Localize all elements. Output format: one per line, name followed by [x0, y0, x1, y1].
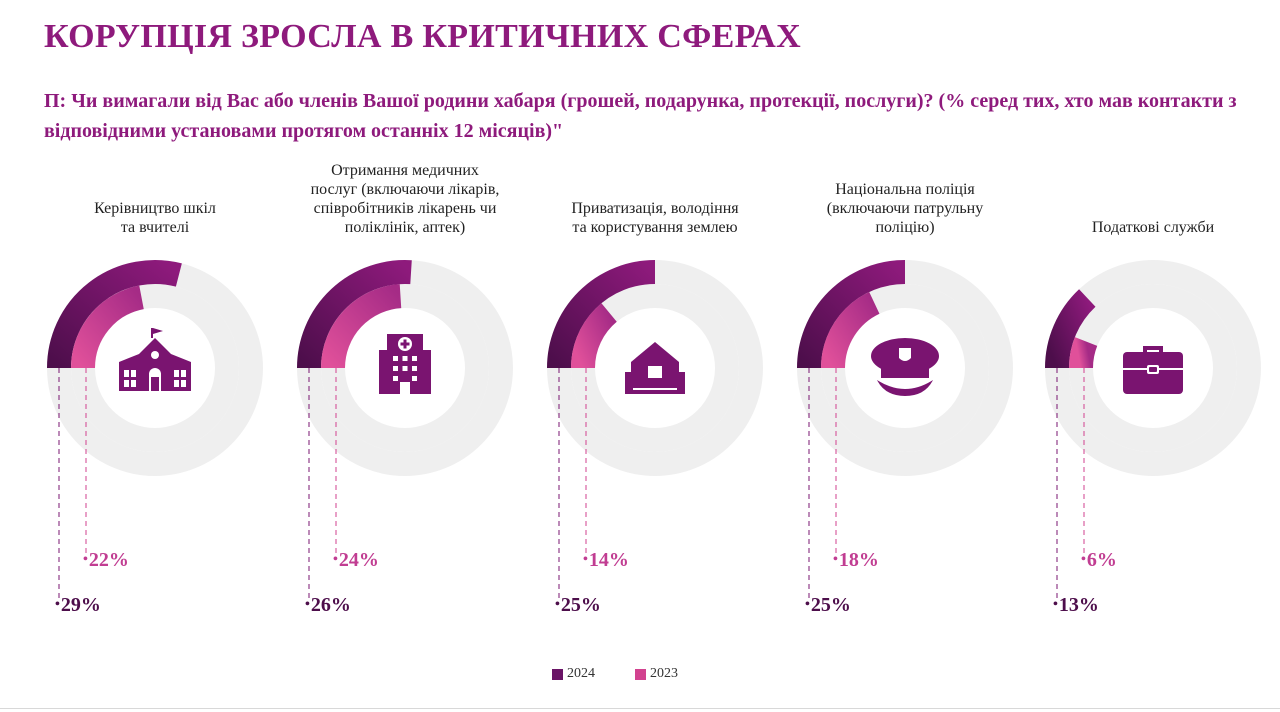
- bar-2024: [47, 260, 182, 369]
- hospital-icon: [379, 334, 431, 394]
- category-label-line: Приватизація, володіння: [571, 200, 739, 217]
- value-label-2023: •24%: [333, 549, 379, 571]
- category-label-line: поліцію): [875, 219, 935, 236]
- value-text-2024: 13%: [1058, 594, 1099, 616]
- legend-swatch-2023: [635, 668, 646, 680]
- bar-2023: [71, 285, 145, 369]
- school-icon: [119, 328, 191, 391]
- category-label-line: Отримання медичних: [331, 162, 479, 179]
- category-label-3: Приватизація, володіння та користування з…: [540, 199, 770, 237]
- category-label-line: поліклінік, аптек): [344, 219, 466, 236]
- radial-chart-1: [47, 260, 263, 598]
- bar-2024: [297, 260, 412, 369]
- value-text-2023: 14%: [588, 549, 629, 571]
- bar-2024: [547, 260, 656, 369]
- legend-label-2023: 2023: [650, 666, 678, 681]
- value-label-2023: •18%: [833, 549, 879, 571]
- bar-2023: [571, 303, 618, 369]
- bar-2024: [797, 260, 906, 369]
- category-label-line: послуг (включаючи лікарів,: [310, 181, 500, 198]
- legend: 2024 2023: [552, 666, 678, 682]
- legend-label-2024: 2024: [567, 666, 595, 681]
- legend-swatch-2024: [552, 668, 563, 680]
- category-label-1: Керівництво шкіл та вчителі: [40, 199, 270, 237]
- bar-2023: [321, 284, 402, 369]
- value-text-2023: 22%: [88, 549, 129, 571]
- category-label-line: Керівництво шкіл: [94, 200, 216, 217]
- legend-item-2024: 2024: [552, 666, 595, 682]
- category-label-line: та користування землею: [572, 219, 738, 236]
- value-text-2023: 6%: [1086, 549, 1117, 571]
- category-label-line: Національна поліція: [835, 181, 975, 198]
- value-label-2024: •26%: [305, 594, 351, 616]
- category-label-2: Отримання медичних послуг (включаючи ліка…: [290, 161, 520, 237]
- footer-divider: [0, 708, 1280, 709]
- bar-2023: [821, 291, 880, 369]
- value-text-2024: 25%: [810, 594, 851, 616]
- radial-chart-3: [547, 260, 763, 598]
- category-label-5: Податкові служби: [1038, 218, 1268, 237]
- category-label-line: Податкові служби: [1091, 219, 1215, 236]
- value-label-2023: •22%: [83, 549, 129, 571]
- category-label-line: та вчителі: [120, 219, 190, 236]
- radial-chart-4: [797, 260, 1013, 598]
- bar-2023: [1069, 337, 1098, 369]
- value-text-2024: 26%: [310, 594, 351, 616]
- value-text-2023: 24%: [338, 549, 379, 571]
- value-text-2023: 18%: [838, 549, 879, 571]
- category-label-4: Національна поліція (включаючи патрульну п…: [790, 180, 1020, 237]
- value-label-2023: •6%: [1081, 549, 1117, 571]
- value-label-2024: •25%: [555, 594, 601, 616]
- value-label-2024: •13%: [1053, 594, 1099, 616]
- legend-item-2023: 2023: [635, 666, 678, 682]
- radial-chart-5: [1045, 260, 1261, 598]
- category-label-line: (включаючи патрульну: [826, 200, 984, 217]
- category-label-line: співробітників лікарень чи: [313, 200, 497, 217]
- page-title: КОРУПЦІЯ ЗРОСЛА В КРИТИЧНИХ СФЕРАХ: [44, 18, 802, 55]
- land-house-icon: [625, 342, 685, 394]
- police-cap-icon: [871, 338, 939, 396]
- bar-2024: [1045, 289, 1096, 369]
- value-text-2024: 25%: [560, 594, 601, 616]
- radial-chart-2: [297, 260, 513, 598]
- survey-question: П: Чи вимагали від Вас або членів Вашої …: [44, 90, 1237, 142]
- value-label-2024: •25%: [805, 594, 851, 616]
- value-label-2024: •29%: [55, 594, 101, 616]
- briefcase-icon: [1123, 346, 1183, 394]
- value-label-2023: •14%: [583, 549, 629, 571]
- value-text-2024: 29%: [60, 594, 101, 616]
